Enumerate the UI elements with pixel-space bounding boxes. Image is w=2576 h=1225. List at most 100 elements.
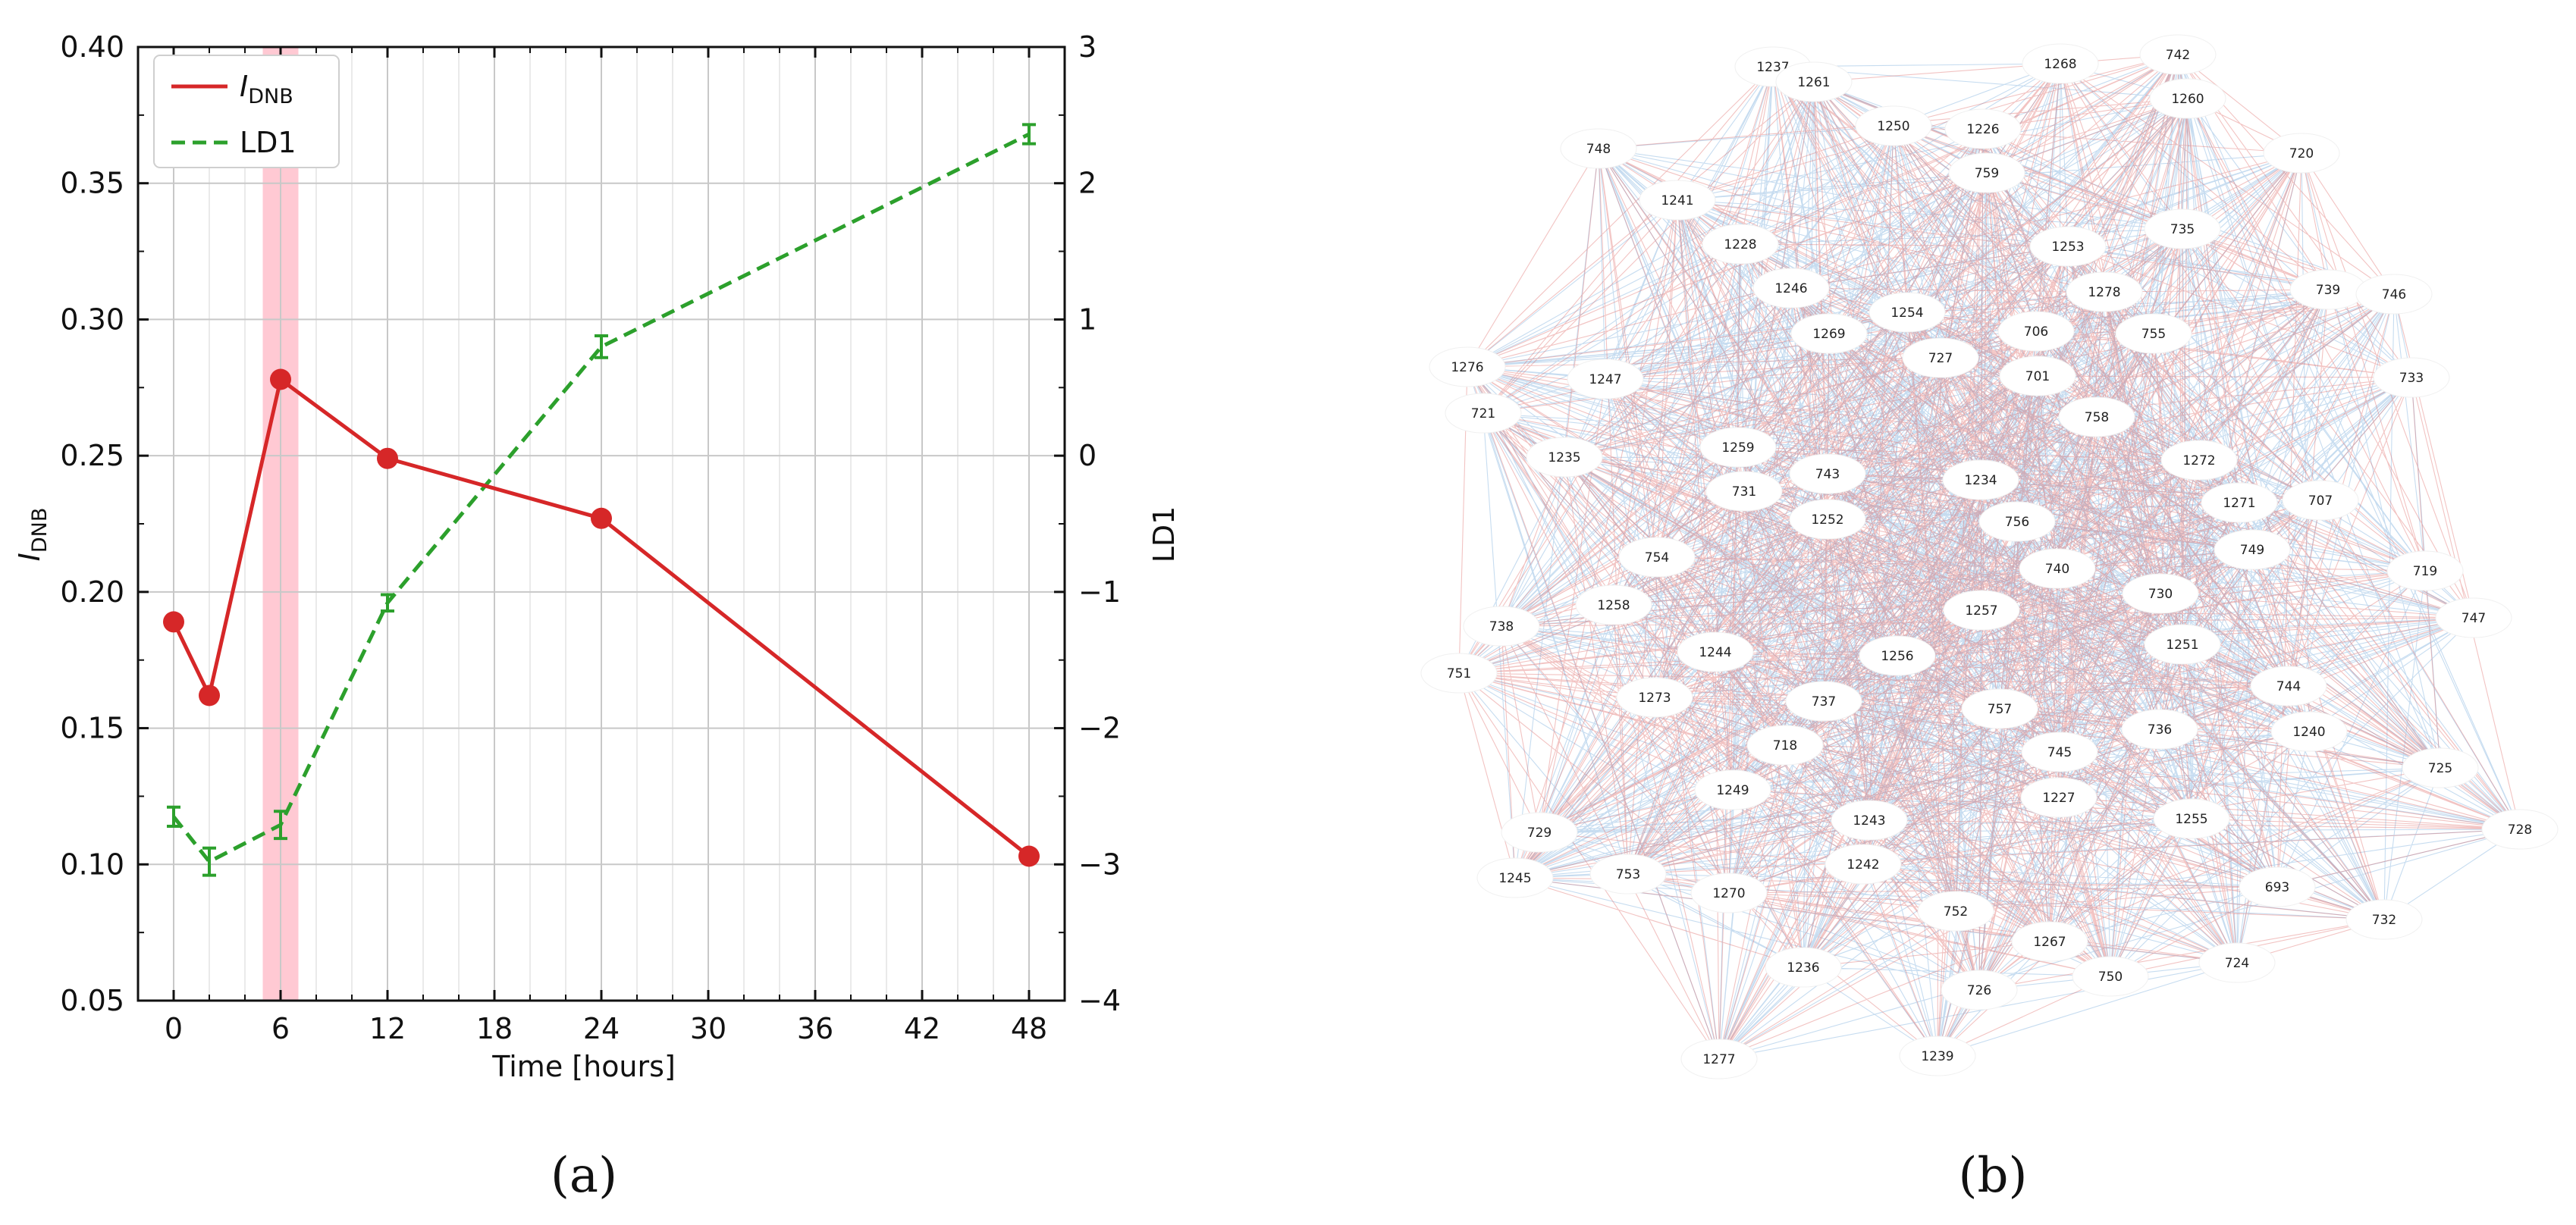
network-node: 726 [1941,970,2018,1010]
network-node: 732 [2345,899,2423,940]
network-node-label: 1237 [1756,60,1789,75]
network-node: 1246 [1752,268,1830,309]
network-node: 1273 [1616,677,1693,718]
network-node: 736 [2121,709,2198,750]
network-node: 720 [2263,133,2340,174]
network-node-label: 726 [1967,983,1991,998]
y-right-tick-label: 2 [1078,167,1097,200]
network-node-label: 1277 [1702,1052,1735,1067]
network-node-shape [1941,970,2018,1010]
series-idnb-point [377,447,398,469]
network-node-label: 1227 [2042,791,2075,806]
network-node-label: 743 [1815,467,1840,482]
network-node-label: 1259 [1721,440,1754,456]
network-node-label: 1228 [1724,237,1756,252]
network-node: 744 [2250,666,2327,706]
network-node: 729 [1501,812,1578,853]
network-node: 733 [2373,357,2450,398]
network-node-label: 752 [1944,904,1968,920]
network-node-shape [2481,809,2559,850]
network-node-shape [2011,921,2088,962]
network-node-label: 1246 [1774,281,1807,296]
network-node-shape [1560,128,1637,169]
network-node-label: 732 [2372,913,2396,928]
tick-layer: 0 6 12 18 24 30 36 42 480.050.100.150.200.250.30… [60,30,1121,1045]
network-node-label: 1243 [1853,813,1885,829]
network-node-label: 706 [2024,324,2048,340]
network-node: 725 [2402,747,2479,788]
network-node-shape [1639,180,1716,221]
network-node-layer: 1237 1261 1268 742 1250 1226 1260 748 759 720 1241… [1420,34,2559,1079]
panel-label-a: (a) [551,1148,617,1204]
network-node-label: 725 [2428,761,2452,776]
network-node-label: 701 [2025,369,2050,384]
x-tick-label: 42 [904,1012,940,1045]
network-node-shape [2250,666,2327,706]
network-node-shape [2153,798,2230,839]
network-node-label: 1239 [1921,1049,1953,1064]
x-tick-label: 6 [271,1012,290,1045]
y-left-tick-label: 0.05 [60,984,124,1017]
legend-label-ld1: LD1 [240,126,297,159]
network-node-shape [2115,313,2192,354]
network-node-label: 754 [1645,550,1669,566]
network-node-shape [2214,529,2291,570]
y-axis-left-title-sub: DNB [28,508,52,553]
y-axis-right-title: LD1 [1147,506,1181,563]
network-node-label: 744 [2276,679,2301,694]
x-tick-label: 30 [690,1012,726,1045]
network-node: 754 [1618,537,1696,578]
network-node: 1259 [1699,427,1777,468]
network-node-label: 1257 [1965,603,1997,619]
x-tick-label: 48 [1011,1012,1047,1045]
y-left-tick-label: 0.40 [60,30,124,64]
network-node-label: 747 [2461,611,2486,626]
network-node-label: 746 [2382,287,2406,302]
y-right-tick-label: 1 [1078,302,1097,336]
network-node-shape [1790,313,1868,354]
network-node-label: 724 [2225,956,2249,971]
network-node: 721 [1445,393,1522,434]
line-chart-panel-a: 0 6 12 18 24 30 36 42 480.050.100.150.200.250.30… [13,30,1181,1204]
network-node: 1242 [1825,844,1902,885]
network-node: 718 [1746,725,1824,766]
network-node-shape [1476,857,1554,898]
network-node-shape [2029,226,2107,267]
network-node-shape [2066,271,2143,312]
network-node-shape [1943,590,2020,631]
network-node-shape [1765,947,1842,988]
network-node-label: 1234 [1964,473,1997,488]
network-node: 1236 [1765,947,1842,988]
network-node-shape [1997,311,2075,352]
network-node-shape [1690,873,1768,913]
series-idnb-point [591,507,612,529]
network-node: 1267 [2011,921,2088,962]
network-node-label: 1256 [1881,649,1913,664]
legend-box [153,55,340,168]
network-node-label: 1244 [1699,645,1731,660]
network-node-label: 745 [2047,745,2072,760]
network-node-label: 750 [2098,970,2123,985]
network-node-label: 753 [1616,867,1640,882]
network-node-label: 720 [2289,146,2314,161]
network-node-shape [2058,396,2135,437]
series-idnb-line [171,376,1031,858]
network-node: 1268 [2022,43,2099,84]
network-node-label: 1258 [1597,598,1630,613]
network-node-shape [1699,427,1777,468]
network-node-label: 1255 [2175,812,2207,827]
network-node: 1256 [1859,635,1936,676]
legend-label-idnb-main: I [240,70,248,103]
x-tick-label: 18 [476,1012,513,1045]
network-node-shape [1902,337,1979,378]
network-node: 1255 [2153,798,2230,839]
network-node-shape [1859,635,1936,676]
network-node-label: 1226 [1966,122,1999,137]
network-node-shape [2139,34,2217,75]
network-node-shape [2020,777,2098,818]
network-node: 747 [2435,597,2512,638]
network-node-label: 1278 [2088,285,2120,300]
network-node: 1250 [1855,105,1932,146]
y-left-tick-label: 0.15 [60,712,124,745]
network-node-label: 721 [1471,406,1495,421]
